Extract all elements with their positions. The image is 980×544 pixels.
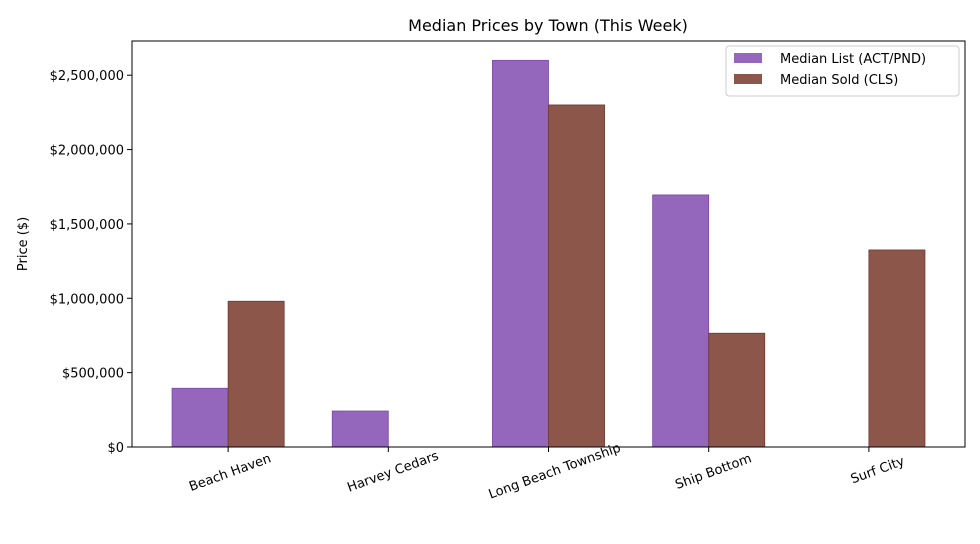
legend-box bbox=[725, 45, 960, 97]
y-tick-label: $500,000 bbox=[62, 367, 124, 382]
x-tick-label: Surf City bbox=[849, 454, 907, 487]
y-axis-label: Price ($) bbox=[16, 217, 31, 271]
legend-label: Median Sold (CLS) bbox=[780, 73, 898, 88]
legend-label: Median List (ACT/PND) bbox=[780, 52, 926, 67]
y-tick-label: $1,000,000 bbox=[50, 292, 124, 307]
bar-sold-beach-haven bbox=[227, 300, 285, 448]
x-tick-label: Ship Bottom bbox=[673, 451, 753, 493]
legend-swatch bbox=[734, 74, 762, 84]
bar-list-beach-haven bbox=[171, 387, 229, 448]
legend-swatch bbox=[734, 53, 762, 63]
y-tick-label: $2,000,000 bbox=[50, 144, 124, 159]
y-tick-label: $0 bbox=[107, 441, 124, 456]
bar-sold-surf-city bbox=[868, 249, 926, 448]
bar-list-ship-bottom bbox=[652, 194, 710, 448]
y-tick-label: $2,500,000 bbox=[50, 69, 124, 84]
x-tick-label: Long Beach Township bbox=[487, 441, 623, 503]
bar-list-harvey-cedars bbox=[331, 410, 389, 448]
y-tick-label: $1,500,000 bbox=[50, 218, 124, 233]
bar-list-long-beach-township bbox=[492, 59, 549, 448]
bar-sold-long-beach-township bbox=[548, 104, 605, 448]
legend: Median List (ACT/PND) Median Sold (CLS) bbox=[725, 45, 960, 97]
x-tick-label: Beach Haven bbox=[187, 451, 273, 495]
bar-sold-ship-bottom bbox=[708, 332, 766, 448]
chart-title: Median Prices by Town (This Week) bbox=[408, 16, 688, 35]
x-tick-label: Harvey Cedars bbox=[345, 449, 441, 496]
